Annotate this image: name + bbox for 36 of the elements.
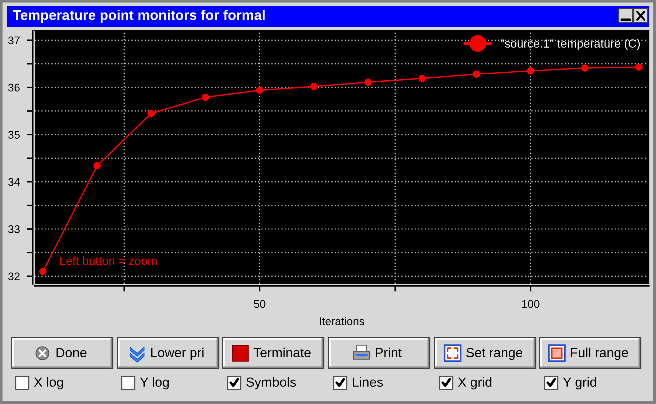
point [418, 75, 426, 82]
y-tick-label: 35 [8, 131, 20, 139]
point [473, 70, 480, 78]
text: Symbols [246, 377, 296, 390]
point [310, 83, 318, 90]
y-tick-label: 36 [8, 84, 20, 92]
text: Lower pri [151, 348, 204, 360]
point [364, 78, 372, 86]
point [202, 94, 210, 102]
point [527, 67, 535, 75]
point [636, 64, 643, 71]
x-axis-title: Iterations [320, 317, 364, 326]
annotation: Left button = zoom [60, 256, 157, 266]
legend-label: "source.1" temperature (C) [500, 39, 640, 50]
point [581, 64, 589, 72]
point [39, 268, 47, 276]
x-tick-label: 100 [522, 300, 540, 308]
point [256, 86, 264, 94]
y-tick-label: 33 [8, 226, 20, 234]
text: Done [56, 348, 87, 358]
text: Lines [353, 377, 384, 388]
y-tick-label: 34 [8, 178, 20, 186]
text: Full range [571, 348, 628, 360]
point [94, 162, 101, 170]
y-tick-label: 37 [8, 36, 20, 45]
x-tick-label: 50 [254, 300, 266, 308]
text: Print [376, 348, 402, 358]
text: Y log [140, 377, 169, 390]
point [148, 110, 156, 118]
text: Set range [466, 348, 523, 360]
text: Y grid [563, 377, 596, 390]
text: X log [34, 377, 64, 390]
chart-title: Temperature point monitors for formal [13, 10, 265, 23]
text: X grid [458, 377, 492, 390]
y-tick-label: 32 [8, 272, 20, 281]
text: Terminate [254, 348, 311, 358]
